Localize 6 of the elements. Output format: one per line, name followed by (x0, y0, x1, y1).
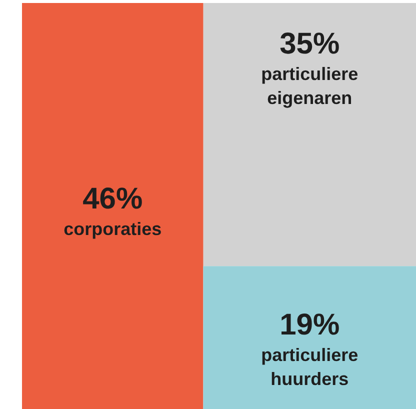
category-label: particuliere huurders (261, 345, 358, 390)
data-label: 46% (82, 182, 143, 216)
category-label: corporaties (64, 218, 162, 239)
data-label: 19% (280, 308, 340, 342)
category-label: particuliere eigenaren (261, 64, 358, 108)
data-label: 35% (280, 27, 340, 60)
